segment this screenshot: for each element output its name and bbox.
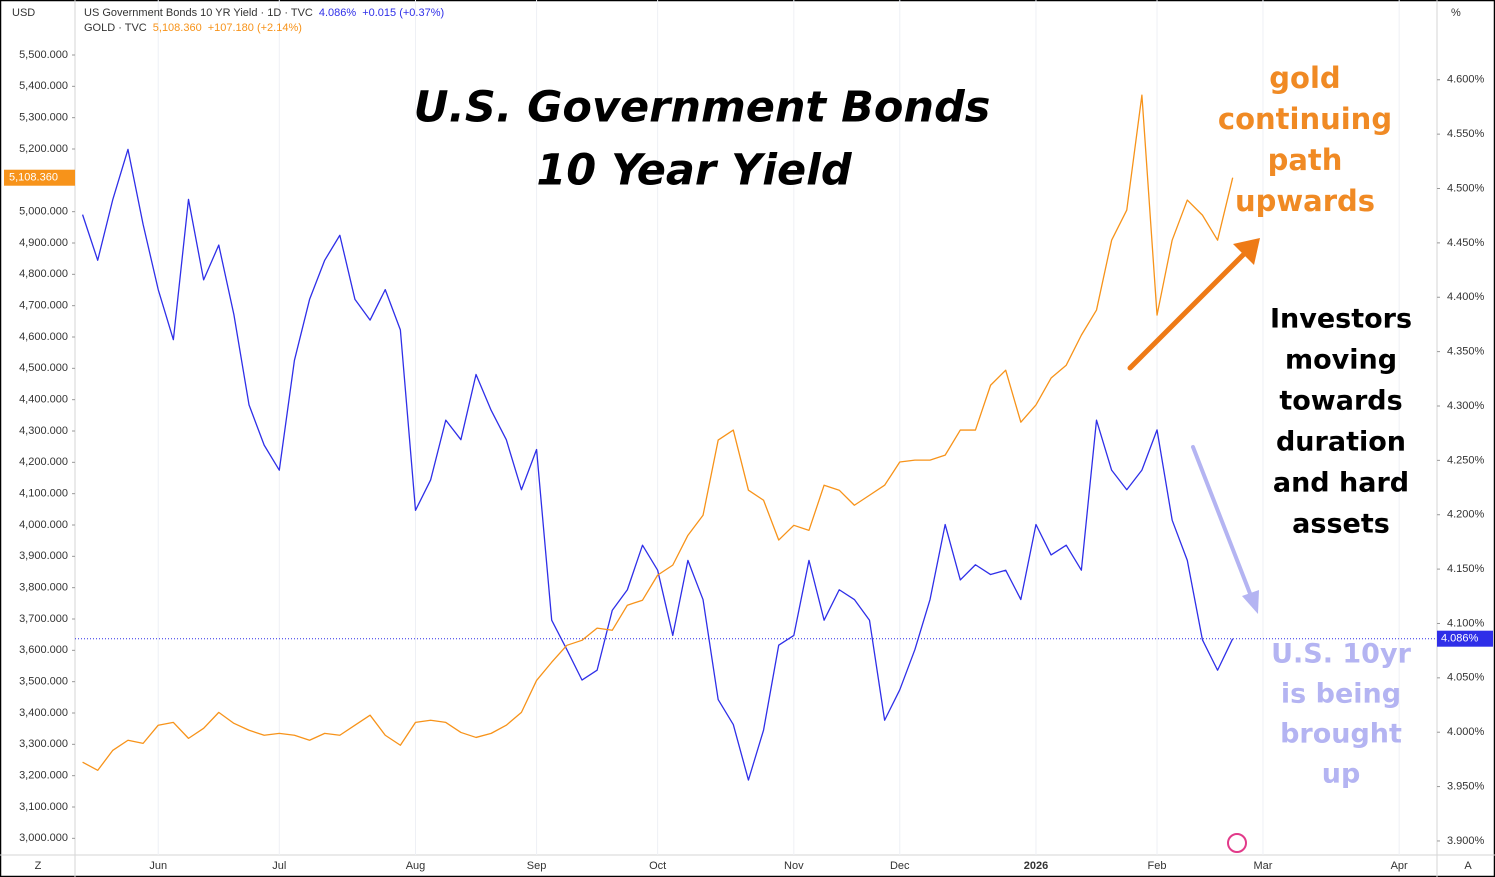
y-tick-label: 3,300.000 <box>19 738 68 750</box>
y2-tick-label: 4.500% <box>1447 182 1485 194</box>
price-tag <box>1437 630 1493 647</box>
annotation: Investors <box>1270 304 1412 335</box>
x-tick-label: Feb <box>1148 860 1167 872</box>
x-tick-label: Dec <box>890 860 910 872</box>
annotation: gold <box>1269 61 1340 95</box>
legend-text: +0.015 (+0.37%) <box>362 7 444 19</box>
annotation: upwards <box>1235 184 1375 218</box>
y2-tick-label: 4.400% <box>1447 291 1485 303</box>
annotation: U.S. 10yr <box>1271 639 1411 670</box>
price-tag-label: 4.086% <box>1441 633 1479 645</box>
y2-tick-label: 4.050% <box>1447 672 1485 684</box>
x-tick-label: Apr <box>1391 860 1408 872</box>
y2-tick-label: 3.950% <box>1447 780 1485 792</box>
y-tick-label: 3,400.000 <box>19 707 68 719</box>
price-tag-label: 5,108.360 <box>9 172 58 184</box>
y-tick-label: 5,300.000 <box>19 112 68 124</box>
y-tick-label: 4,500.000 <box>19 362 68 374</box>
corner-button[interactable]: Z <box>35 860 42 872</box>
y2-tick-label: 4.150% <box>1447 563 1485 575</box>
legend-text: US Government Bonds 10 YR Yield · 1D · T… <box>84 7 313 19</box>
y2-tick-label: 4.300% <box>1447 400 1485 412</box>
chart-title: U.S. Government Bonds <box>414 83 991 133</box>
y-tick-label: 4,900.000 <box>19 237 68 249</box>
annotation: path <box>1268 143 1343 177</box>
y-tick-label: 3,900.000 <box>19 550 68 562</box>
arrow <box>1127 249 1249 371</box>
chart-title: 10 Year Yield <box>536 146 853 196</box>
y-tick-label: 4,200.000 <box>19 456 68 468</box>
y-tick-label: 4,600.000 <box>19 331 68 343</box>
right-axis-unit: % <box>1451 7 1461 19</box>
legend-entry: GOLD · TVC 5,108.360 +107.180 (+2.14%) <box>84 22 302 34</box>
corner-button[interactable]: A <box>1464 860 1472 872</box>
series-line <box>82 94 1234 771</box>
y-tick-label: 4,800.000 <box>19 268 68 280</box>
y-tick-label: 3,600.000 <box>19 644 68 656</box>
series-line <box>81 148 1234 781</box>
annotation: duration <box>1276 427 1406 458</box>
annotation: and hard <box>1273 468 1409 499</box>
x-tick-label: Nov <box>784 860 804 872</box>
legend-text: 5,108.360 <box>153 22 202 34</box>
y-tick-label: 4,400.000 <box>19 394 68 406</box>
x-tick-label: Oct <box>649 860 666 872</box>
y2-tick-label: 4.600% <box>1447 74 1485 86</box>
y-tick-label: 3,000.000 <box>19 832 68 844</box>
annotation: towards <box>1279 386 1402 417</box>
y2-tick-label: 4.200% <box>1447 509 1485 521</box>
arrows <box>1127 238 1260 614</box>
annotation: moving <box>1285 345 1397 376</box>
y-tick-label: 3,700.000 <box>19 613 68 625</box>
y-tick-label: 5,200.000 <box>19 143 68 155</box>
x-tick-label: Sep <box>527 860 547 872</box>
x-tick-label: Mar <box>1253 860 1272 872</box>
y2-tick-label: 3.900% <box>1447 835 1485 847</box>
price-tag <box>4 169 75 186</box>
annotation: brought <box>1280 719 1402 750</box>
annotation: up <box>1322 759 1361 790</box>
x-tick-label: Jun <box>149 860 167 872</box>
x-tick-label: 2026 <box>1024 860 1048 872</box>
legend-text: +107.180 (+2.14%) <box>208 22 302 34</box>
y-tick-label: 5,500.000 <box>19 49 68 61</box>
y-tick-label: 3,100.000 <box>19 801 68 813</box>
y-tick-label: 3,800.000 <box>19 582 68 594</box>
y2-tick-label: 4.000% <box>1447 726 1485 738</box>
y-tick-label: 3,200.000 <box>19 770 68 782</box>
y-tick-label: 4,300.000 <box>19 425 68 437</box>
y-tick-label: 4,700.000 <box>19 300 68 312</box>
left-axis-unit: USD <box>12 7 35 19</box>
x-tick-label: Aug <box>406 860 426 872</box>
legend-text: 4.086% <box>319 7 357 19</box>
annotation: assets <box>1292 509 1390 540</box>
y-tick-label: 4,100.000 <box>19 488 68 500</box>
annotation: is being <box>1281 679 1401 710</box>
legend-entry: US Government Bonds 10 YR Yield · 1D · T… <box>84 7 444 19</box>
legend-text: GOLD · TVC <box>84 22 147 34</box>
y2-tick-label: 4.100% <box>1447 617 1485 629</box>
y2-tick-label: 4.450% <box>1447 237 1485 249</box>
y2-tick-label: 4.550% <box>1447 128 1485 140</box>
arrow <box>1191 445 1253 598</box>
arrow-head <box>1233 238 1260 265</box>
y2-tick-label: 4.250% <box>1447 454 1485 466</box>
y-tick-label: 4,000.000 <box>19 519 68 531</box>
logo <box>1227 833 1247 853</box>
y-tick-label: 5,400.000 <box>19 80 68 92</box>
x-tick-label: Jul <box>272 860 286 872</box>
y2-tick-label: 4.350% <box>1447 346 1485 358</box>
annotation: continuing <box>1218 102 1392 136</box>
y-tick-label: 3,500.000 <box>19 676 68 688</box>
y-tick-label: 5,000.000 <box>19 206 68 218</box>
arrow-head <box>1242 590 1259 614</box>
